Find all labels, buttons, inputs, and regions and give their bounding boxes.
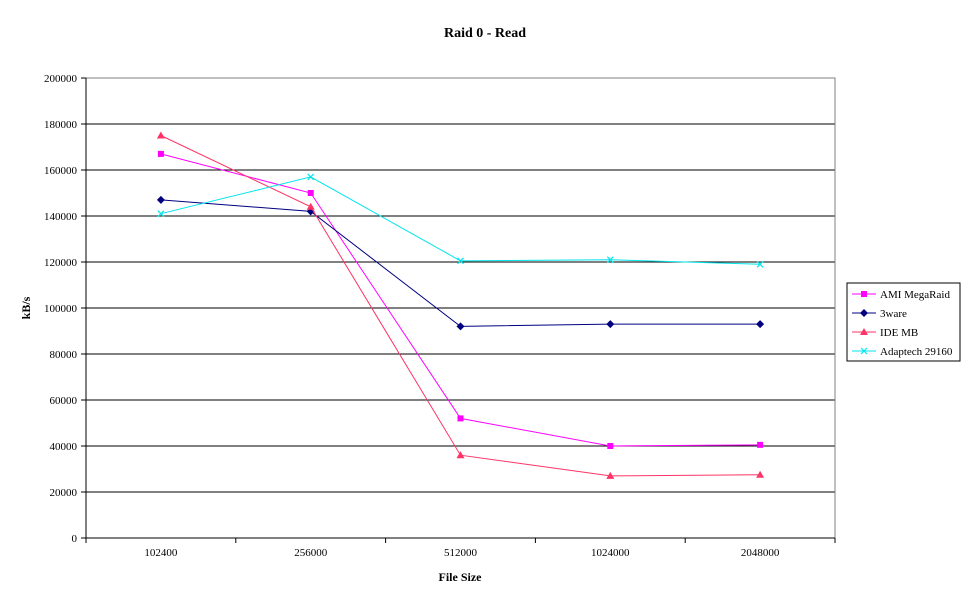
y-axis-label: kB/s [19,296,33,319]
legend: AMI MegaRaid 3ware IDE MB Adaptech 29160 [846,282,961,362]
x-tick-label: 2048000 [741,547,780,559]
data-point [456,451,465,459]
gridlines [86,123,835,493]
legend-label: 3ware [880,308,907,320]
data-point [606,256,614,264]
x-tick-label: 256000 [294,547,328,559]
data-point [457,257,464,265]
data-point [306,202,315,210]
x-axis-label: File Size [439,570,483,584]
y-tick-label: 180000 [44,119,78,131]
data-point [607,443,614,449]
y-tick-label: 140000 [44,211,78,223]
data-point [606,471,615,479]
chart-title: Raid 0 - Read [444,26,526,41]
data-point [307,190,314,196]
y-tick-label: 0 [72,533,78,545]
y-tick-label: 120000 [44,257,78,269]
y-tick-label: 200000 [44,73,78,85]
y-tick-label: 160000 [44,165,78,177]
y-tick-label: 40000 [50,441,78,453]
series-line [160,199,761,327]
y-tick-label: 20000 [50,487,78,499]
series-group [156,131,765,479]
legend-label: AMI MegaRaid [880,289,950,301]
legend-marker [861,291,867,297]
legend-marker [860,328,868,335]
data-point [756,470,765,478]
data-point [307,173,315,181]
data-point [456,322,465,331]
legend-marker [860,309,868,317]
y-axis: 0 20000 40000 60000 80000 100000 120000 140000 1… [44,73,86,545]
y-tick-label: 100000 [44,303,78,315]
data-point [156,131,165,139]
series-ami-megaraid [157,150,764,449]
data-point [457,415,464,422]
data-point [757,441,764,448]
x-axis: 102400 256000 512000 1024000 2048000 [85,78,836,559]
y-tick-label: 80000 [50,349,78,361]
series-adaptech-29160 [157,173,764,268]
data-point [156,195,165,204]
series-line [160,153,761,447]
series-line [160,176,761,265]
data-point [756,260,764,268]
data-point [606,320,615,329]
legend-marker [860,347,868,355]
series-line [160,135,761,477]
x-tick-label: 512000 [444,547,478,559]
legend-label: Adaptech 29160 [880,346,953,358]
x-tick-label: 1024000 [591,547,630,559]
legend-label: IDE MB [880,327,918,339]
data-point [756,320,765,329]
x-tick-label: 102400 [144,547,178,559]
series-ide-mb [156,131,765,479]
data-point [157,150,164,157]
y-tick-label: 60000 [50,395,78,407]
data-point [157,210,165,218]
